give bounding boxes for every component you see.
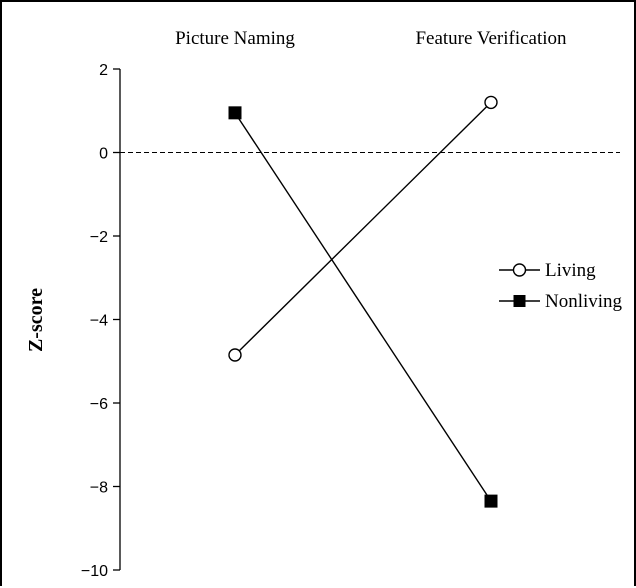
y-tick-label: −4 [90,313,108,330]
legend-label-nonliving: Nonliving [545,291,623,312]
data-point-living [228,348,242,362]
series-line-living [234,101,492,356]
y-tick-label: −8 [90,480,108,497]
category-label-picture-naming: Picture Naming [175,28,295,49]
legend-marker-living [512,263,527,277]
data-point-nonliving [228,106,242,120]
y-tick-label: −10 [81,563,108,580]
series-line-nonliving [234,112,492,502]
data-point-nonliving [484,494,498,508]
y-tick-label: 2 [99,62,108,79]
axis-layer: 2 0 −2 −4 −6 −8 −10 [81,62,620,580]
y-tick-label: −6 [90,396,108,413]
y-axis-label: Z-score [25,288,47,352]
y-tick-label: −2 [90,229,108,246]
y-tick-label: 0 [99,146,108,163]
series-layer [228,95,498,508]
legend-label-living: Living [545,260,596,281]
data-point-living [484,95,498,110]
legend: Living Nonliving [499,260,623,312]
legend-marker-nonliving [513,295,526,307]
category-label-feature-verification: Feature Verification [415,28,567,49]
